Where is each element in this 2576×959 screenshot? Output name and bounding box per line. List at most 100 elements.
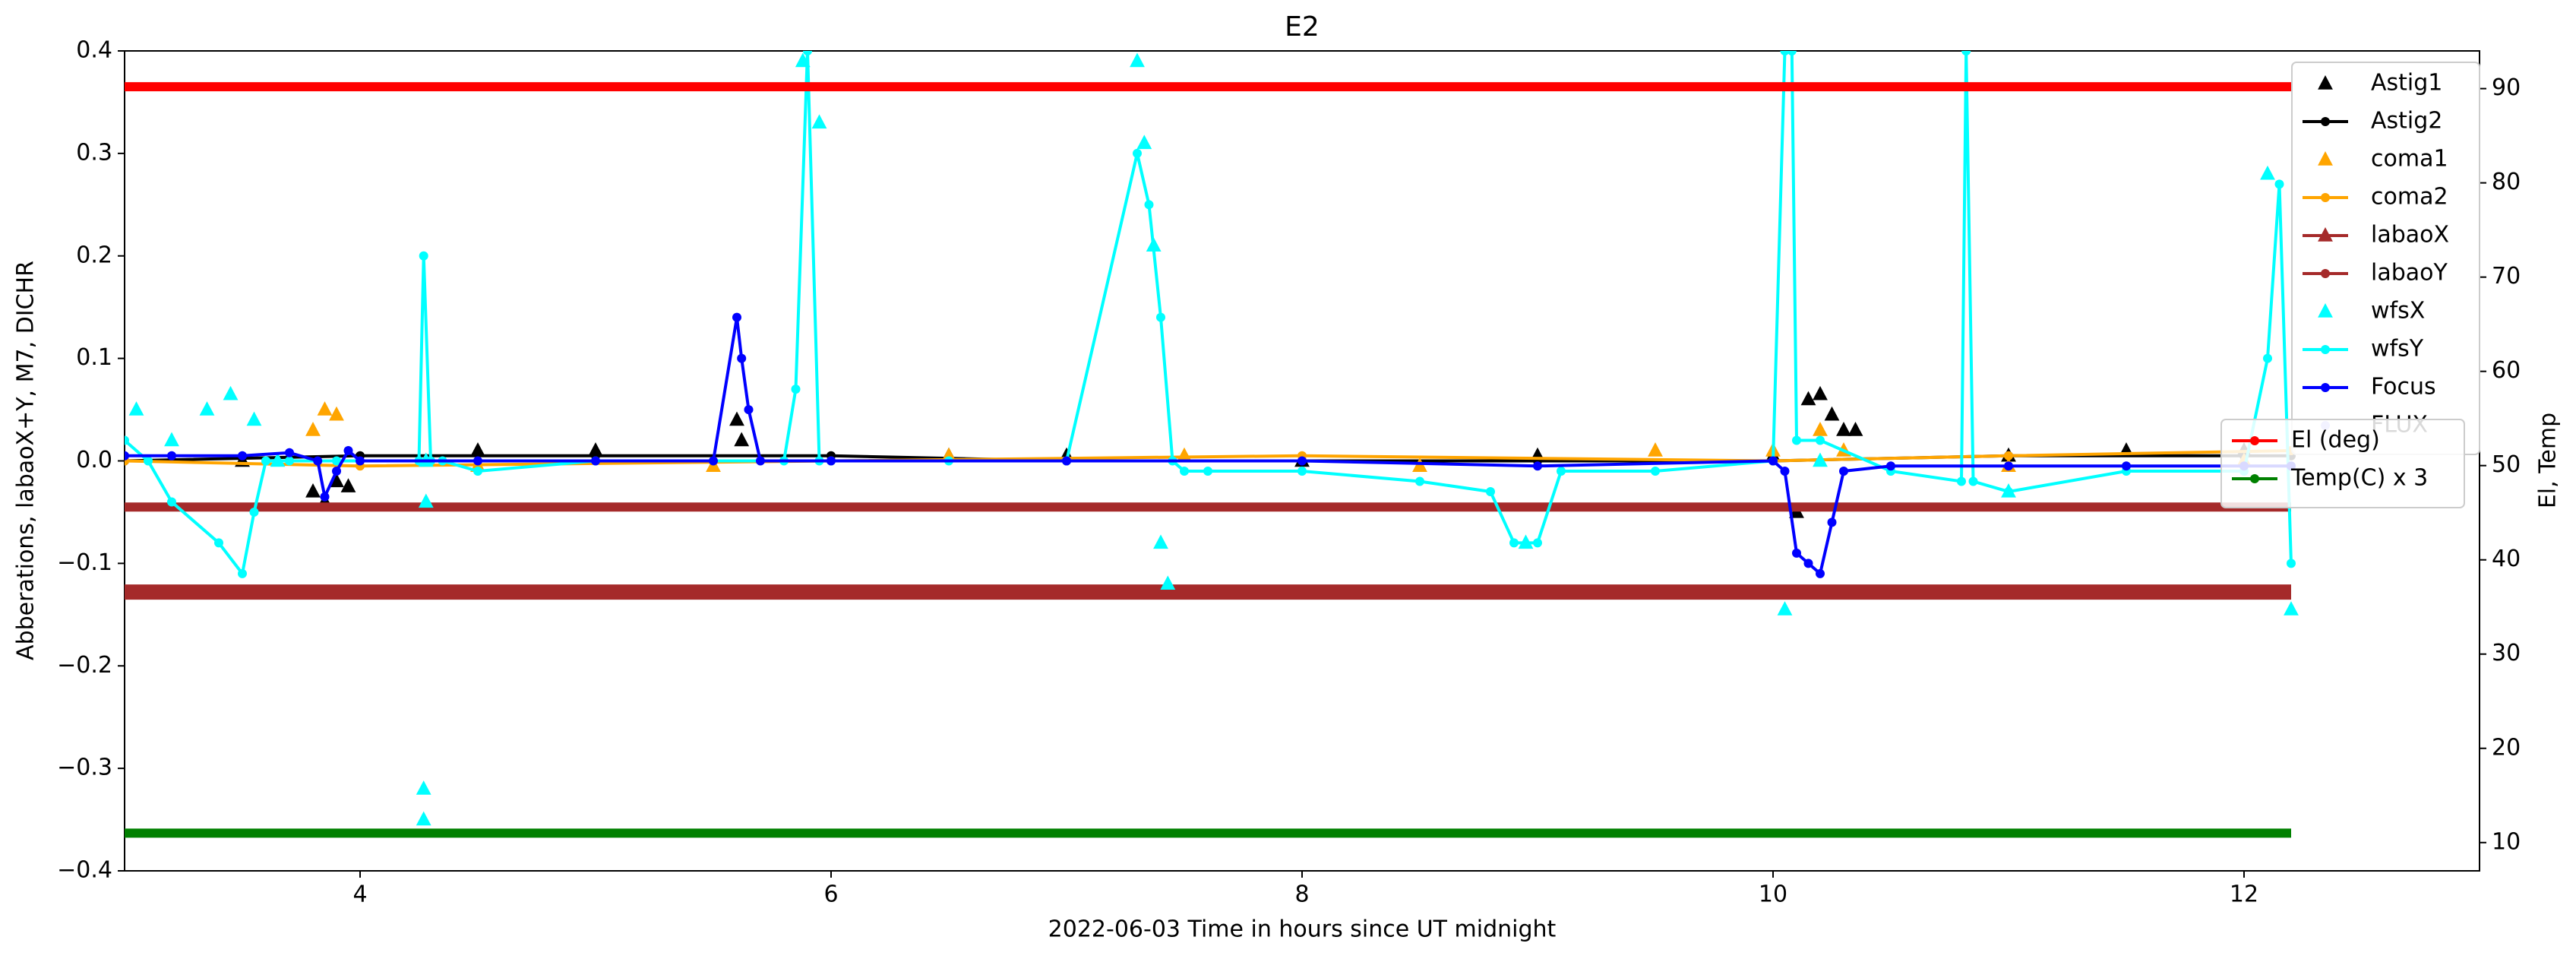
marker-dot	[1816, 568, 1825, 578]
marker-triangle	[329, 406, 344, 421]
legend-label: Focus	[2371, 374, 2436, 400]
marker-dot	[249, 507, 259, 517]
marker-dot	[1533, 538, 1542, 548]
y2-tick-label: 30	[2492, 640, 2521, 666]
marker-triangle	[246, 411, 262, 426]
chart-title: E2	[1285, 11, 1320, 43]
marker-dot	[238, 451, 247, 461]
marker-dot	[313, 456, 323, 466]
marker-triangle	[164, 432, 179, 447]
marker-triangle	[340, 478, 356, 492]
marker-triangle	[470, 442, 485, 457]
marker-dot	[356, 456, 365, 466]
marker-dot	[419, 251, 428, 261]
marker-dot	[1297, 466, 1307, 476]
marker-dot	[1792, 548, 1801, 558]
marker-dot	[1486, 486, 1495, 496]
marker-dot	[1961, 51, 1971, 55]
marker-dot	[1133, 148, 1142, 158]
legend-marker	[2321, 383, 2330, 392]
legend-marker	[2321, 193, 2330, 202]
marker-triangle	[1800, 391, 1816, 406]
legend-marker	[2318, 303, 2333, 318]
marker-dot	[1792, 435, 1801, 445]
y2-tick-label: 50	[2492, 451, 2521, 478]
marker-dot	[2263, 353, 2272, 363]
marker-triangle	[2260, 165, 2275, 180]
marker-dot	[473, 456, 482, 466]
marker-triangle	[223, 385, 239, 400]
marker-dot	[1816, 435, 1825, 445]
marker-dot	[2287, 559, 2296, 568]
marker-triangle	[199, 401, 215, 416]
legend-marker	[2318, 227, 2333, 242]
marker-dot	[1144, 200, 1154, 210]
marker-dot	[214, 538, 223, 548]
marker-dot	[1780, 51, 1790, 55]
marker-dot	[1651, 466, 1660, 476]
marker-triangle	[1153, 534, 1168, 549]
marker-dot	[737, 353, 747, 363]
marker-dot	[1156, 312, 1165, 322]
series-line	[125, 317, 2291, 577]
marker-dot	[285, 456, 294, 466]
marker-dot	[332, 466, 341, 476]
marker-dot	[791, 385, 801, 394]
marker-dot	[332, 456, 341, 466]
marker-triangle	[588, 442, 603, 457]
marker-triangle	[1777, 601, 1793, 616]
y2-axis-label: El, Temp	[2535, 413, 2562, 508]
marker-dot	[1839, 466, 1848, 476]
marker-triangle	[729, 411, 744, 426]
x-tick-label: 12	[2230, 881, 2258, 908]
marker-dot	[1203, 466, 1212, 476]
y-tick-label: −0.1	[57, 549, 112, 576]
plot-area	[125, 51, 2299, 838]
y2-tick-label: 20	[2492, 734, 2521, 761]
marker-triangle	[1813, 422, 1828, 436]
marker-triangle	[734, 432, 750, 447]
marker-triangle	[329, 473, 344, 488]
legend-marker	[2318, 75, 2333, 90]
marker-dot	[1886, 461, 1895, 471]
marker-triangle	[1824, 406, 1840, 421]
marker-dot	[2004, 486, 2013, 496]
marker-dot	[1780, 466, 1790, 476]
marker-triangle	[1130, 52, 1145, 68]
marker-triangle	[305, 422, 321, 436]
marker-triangle	[1136, 135, 1152, 150]
marker-triangle	[1648, 442, 1663, 457]
marker-triangle	[128, 401, 144, 416]
marker-triangle	[416, 780, 431, 795]
y-tick-label: 0.4	[76, 37, 112, 64]
marker-dot	[1415, 476, 1424, 486]
legend-label: El (deg)	[2291, 427, 2380, 454]
marker-dot	[320, 492, 330, 502]
legend-marker	[2321, 269, 2330, 278]
marker-dot	[1787, 51, 1797, 55]
legend-marker	[2250, 474, 2259, 483]
y2-tick-label: 60	[2492, 357, 2521, 384]
y-tick-label: −0.3	[57, 755, 112, 781]
marker-dot	[261, 456, 270, 466]
marker-triangle	[2284, 601, 2299, 616]
y-tick-label: −0.4	[57, 857, 112, 884]
marker-dot	[827, 456, 836, 466]
y-tick-label: 0.1	[76, 344, 112, 371]
marker-dot	[2122, 461, 2131, 471]
legend-label: Temp(C) x 3	[2290, 465, 2428, 492]
y2-tick-label: 70	[2492, 263, 2521, 290]
marker-dot	[803, 51, 812, 55]
marker-triangle	[416, 811, 431, 826]
marker-triangle	[1813, 452, 1828, 467]
marker-dot	[1533, 461, 1542, 471]
legend-marker	[2321, 117, 2330, 126]
y2-tick-label: 10	[2492, 828, 2521, 855]
legend-label: Astig1	[2371, 70, 2442, 97]
marker-dot	[1803, 559, 1813, 568]
marker-dot	[2004, 461, 2013, 471]
marker-dot	[1180, 466, 1189, 476]
marker-triangle	[1813, 385, 1828, 400]
y2-tick-label: 90	[2492, 74, 2521, 101]
